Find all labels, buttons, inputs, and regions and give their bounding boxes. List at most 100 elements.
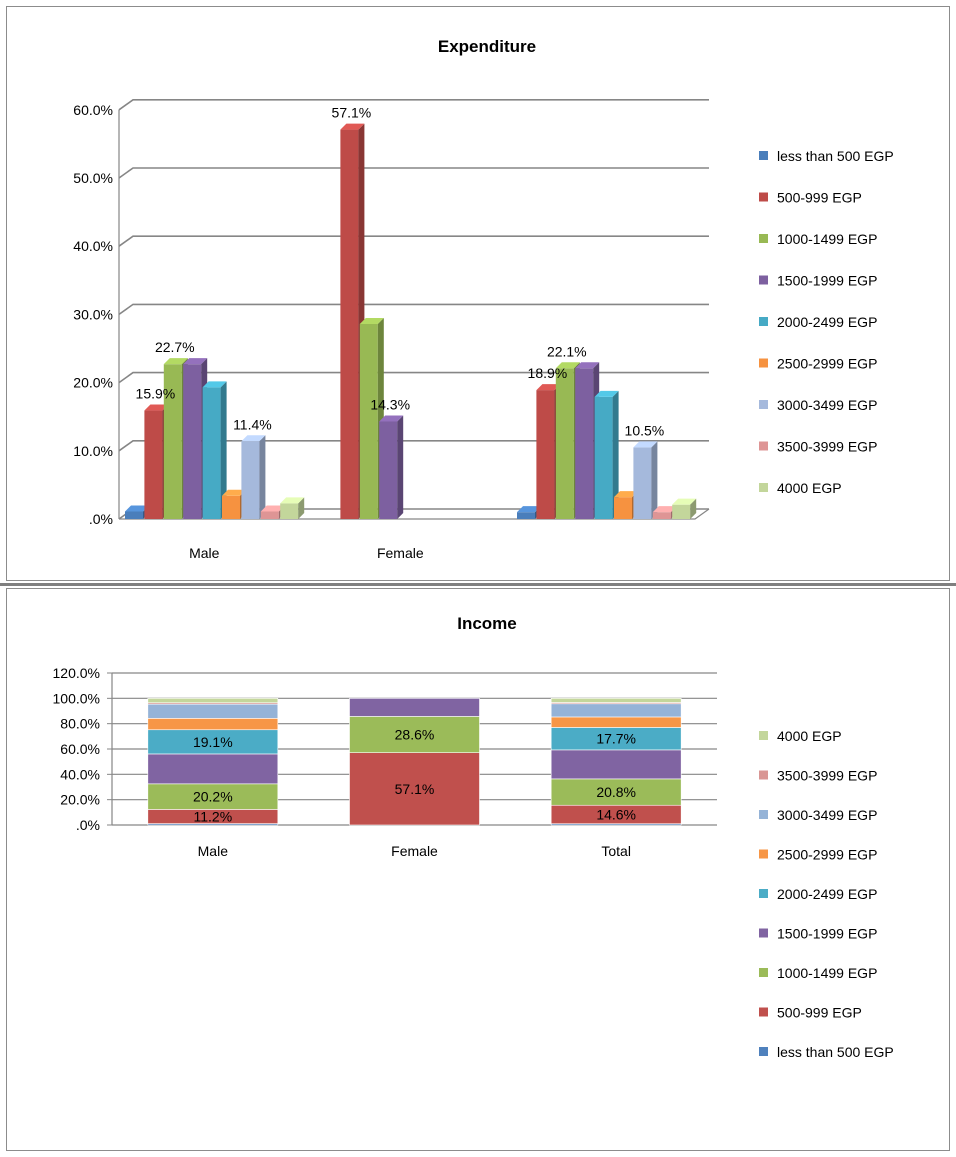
expenditure-bar (633, 447, 652, 519)
income-chart-title: Income (457, 614, 517, 633)
expenditure-bar-top (652, 506, 677, 513)
expenditure-chart-title: Expenditure (438, 37, 536, 56)
income-legend-swatch (759, 770, 768, 780)
expenditure-bar (222, 495, 240, 519)
expenditure-bar (280, 503, 299, 519)
expenditure-legend-swatch (759, 275, 768, 285)
income-legend-swatch (759, 731, 768, 740)
expenditure-legend-label: 3000-3499 EGP (777, 397, 877, 413)
income-legend-swatch (759, 889, 768, 898)
expenditure-bar (379, 421, 398, 519)
expenditure-floor-edge (119, 508, 710, 520)
expenditure-data-label: 11.4% (233, 416, 272, 432)
expenditure-gridline (118, 439, 709, 452)
income-data-label: 20.8% (596, 784, 636, 800)
expenditure-bar-top (163, 358, 188, 365)
income-category-label: Male (198, 843, 229, 859)
expenditure-bar-top (183, 358, 208, 365)
income-data-label: 17.7% (596, 731, 636, 747)
expenditure-gridline (118, 235, 709, 247)
expenditure-legend-label: 3500-3999 EGP (777, 439, 877, 455)
expenditure-bar (241, 441, 260, 519)
income-bar-segment (349, 698, 480, 717)
expenditure-legend-label: 500-999 EGP (777, 190, 862, 206)
expenditure-bar-top (594, 390, 619, 397)
expenditure-legend-swatch (759, 151, 768, 160)
expenditure-bar (260, 511, 279, 519)
expenditure-bar-top (672, 498, 697, 505)
expenditure-bar (144, 410, 163, 519)
expenditure-bar-top (280, 497, 305, 504)
expenditure-legend-label: 2500-2999 EGP (777, 356, 877, 372)
income-y-tick-label: 100.0% (53, 690, 100, 706)
income-category-label: Female (391, 843, 438, 859)
expenditure-bar (594, 396, 613, 519)
expenditure-bar-side (397, 415, 404, 519)
expenditure-bar-side (651, 441, 658, 519)
income-bar-segment (147, 753, 279, 785)
expenditure-data-label: 14.3% (370, 396, 410, 412)
expenditure-gridline (118, 303, 709, 316)
expenditure-y-tick-label: 20.0% (73, 375, 113, 391)
expenditure-bar-side (690, 498, 697, 519)
expenditure-data-label: 22.7% (155, 339, 195, 355)
expenditure-legend-swatch (759, 317, 768, 326)
income-legend-swatch (759, 1007, 768, 1017)
income-bar-segment (349, 716, 480, 753)
expenditure-bar-top (575, 362, 600, 369)
expenditure-bar (359, 323, 378, 519)
expenditure-bar-top (536, 384, 561, 391)
income-bar-segment (550, 698, 682, 703)
expenditure-gridline (118, 371, 709, 384)
expenditure-bar (614, 497, 632, 519)
expenditure-bar (536, 390, 555, 519)
expenditure-bar-top (379, 415, 404, 422)
income-bar-segment (349, 752, 480, 826)
income-bar-segment (147, 783, 279, 810)
income-legend-label: 4000 EGP (777, 728, 842, 744)
income-legend-label: 3000-3499 EGP (777, 807, 877, 823)
income-bar-segment (147, 729, 279, 755)
income-legend-swatch (759, 810, 768, 819)
expenditure-bar (555, 368, 574, 519)
income-y-tick-label: 80.0% (60, 716, 100, 732)
expenditure-bar-top (555, 362, 580, 369)
expenditure-bar (575, 368, 594, 519)
expenditure-data-label: 10.5% (625, 422, 665, 438)
expenditure-bar-top (359, 317, 384, 324)
expenditure-y-tick-label: .0% (89, 511, 113, 527)
income-legend-label: 2500-2999 EGP (777, 847, 877, 863)
expenditure-bar-side (259, 435, 266, 519)
income-legend-label: 2000-2499 EGP (777, 886, 877, 902)
expenditure-category-label: Female (377, 545, 424, 561)
expenditure-bar-top (340, 123, 365, 130)
expenditure-data-label: 22.1% (547, 343, 587, 359)
chart-divider (0, 583, 956, 586)
expenditure-legend-swatch (759, 234, 768, 243)
expenditure-bar-top (517, 506, 541, 513)
income-data-label: 20.2% (193, 789, 233, 805)
expenditure-bar-top (614, 491, 638, 498)
income-bar-segment (550, 778, 682, 806)
income-bar-segment (550, 716, 682, 728)
income-legend-swatch (759, 968, 768, 977)
income-legend-label: 1000-1499 EGP (777, 965, 877, 981)
income-data-label: 14.6% (596, 806, 636, 822)
expenditure-y-tick-label: 50.0% (73, 170, 113, 186)
expenditure-data-label: 15.9% (136, 386, 176, 402)
expenditure-legend-swatch (759, 483, 768, 492)
income-legend-swatch (759, 928, 768, 938)
income-chart: Income .0% 20.0% 40.0% 60.0% 80.0% 100.0% 120.… (53, 614, 894, 1060)
income-y-tick-label: 60.0% (60, 741, 100, 757)
expenditure-y-tick-label: 60.0% (73, 102, 113, 118)
expenditure-category-label: Male (189, 545, 220, 561)
income-bar-segment (550, 749, 682, 780)
expenditure-legend-label: less than 500 EGP (777, 148, 894, 164)
expenditure-legend-label: 1500-1999 EGP (777, 273, 877, 289)
expenditure-y-tick-label: 40.0% (73, 238, 113, 254)
income-bar-segment (550, 703, 682, 718)
expenditure-bar (202, 387, 221, 519)
expenditure-bar (517, 512, 535, 519)
expenditure-bar-top (144, 404, 169, 411)
income-bar-segment (147, 718, 279, 731)
